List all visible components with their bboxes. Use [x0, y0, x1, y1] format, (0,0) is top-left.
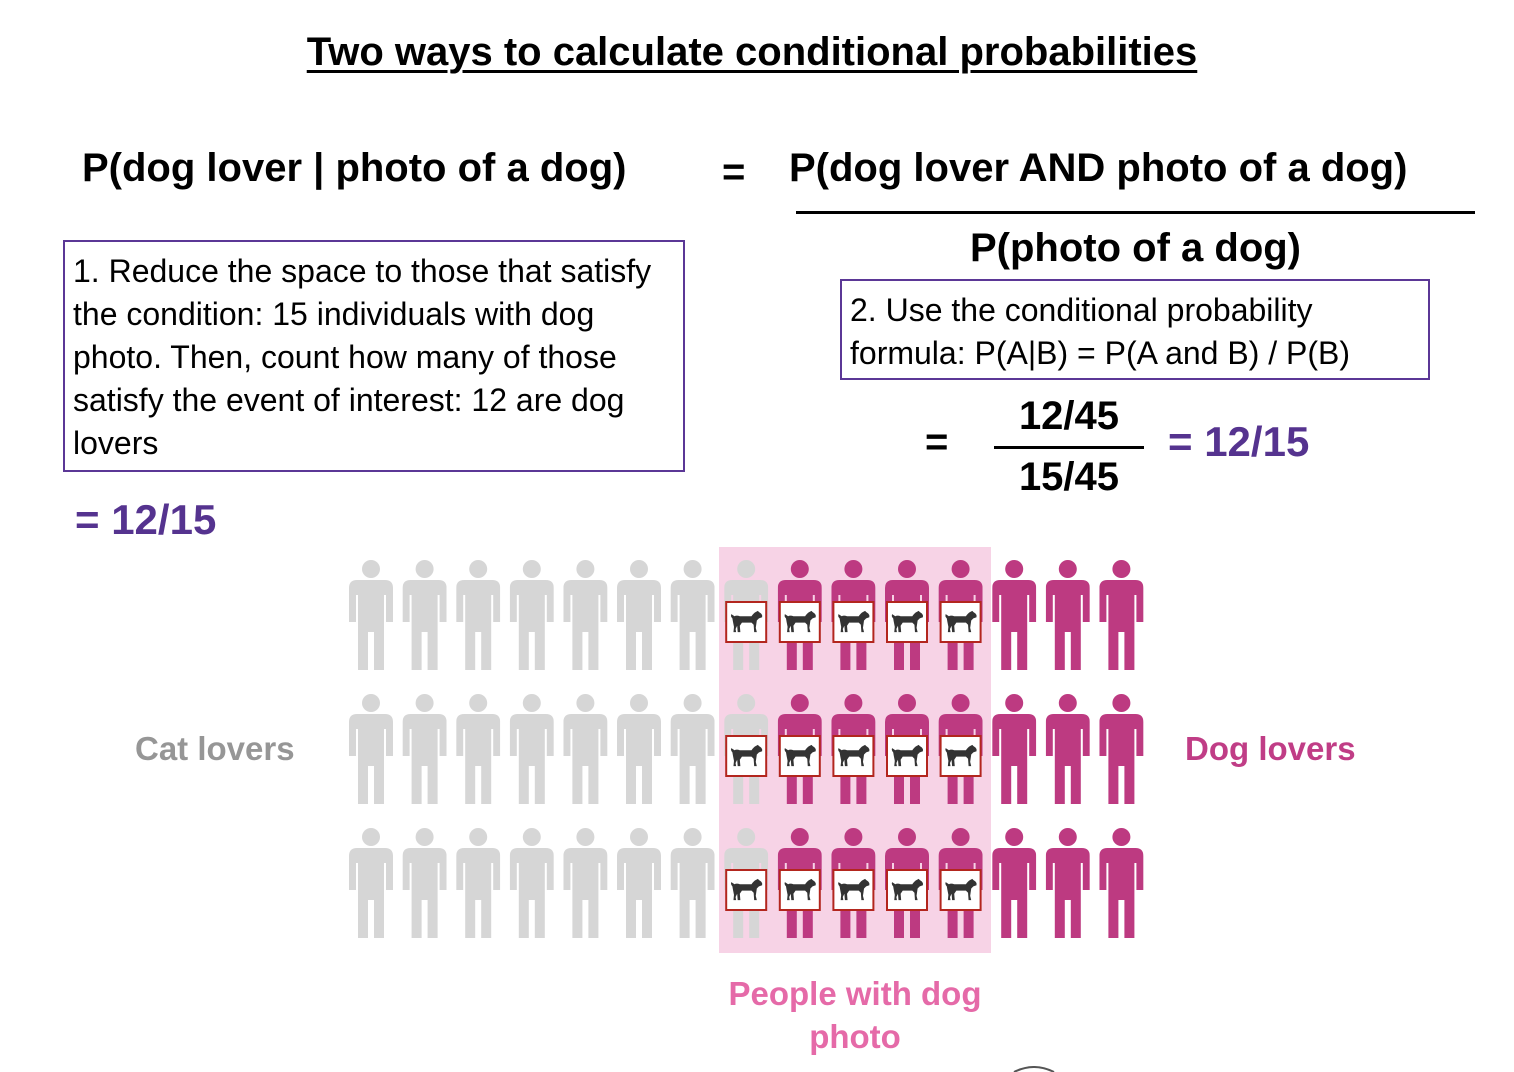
cat-lover-person — [563, 560, 608, 670]
dog-lover-person — [1099, 828, 1144, 938]
method2-result: = 12/15 — [1168, 418, 1310, 465]
method2-denominator: 15/45 — [1018, 455, 1120, 499]
cat-lover-person — [349, 694, 393, 804]
cat-lover-person — [402, 828, 447, 938]
dog-lover-person — [992, 694, 1037, 804]
cat-lover-person — [617, 694, 661, 804]
dog-photo-frame — [725, 869, 768, 911]
method2-numerator: 12/45 — [1018, 394, 1120, 438]
dog-lover-person — [1099, 694, 1144, 804]
cat-lover-person — [456, 560, 501, 670]
method2-equals: = — [925, 420, 949, 464]
cat-lover-person — [456, 828, 501, 938]
dog-lover-person — [992, 560, 1037, 670]
cat-lover-person — [349, 828, 393, 938]
dog-lover-person — [1045, 694, 1090, 804]
method2-box: 2. Use the conditional probability formu… — [840, 279, 1430, 380]
corner-arc-fragment — [1013, 1066, 1055, 1072]
page-title: Two ways to calculate conditional probab… — [306, 30, 1198, 74]
method2-fraction-bar — [994, 446, 1144, 449]
cat-lover-person — [349, 560, 393, 670]
cat-lover-person — [670, 560, 715, 670]
method1-box: 1. Reduce the space to those that satisf… — [63, 240, 685, 472]
cat-lover-person — [563, 694, 608, 804]
cat-lover-person — [402, 560, 447, 670]
formula-numerator: P(dog lover AND photo of a dog) — [789, 146, 1408, 190]
formula-equals: = — [722, 150, 746, 194]
cat-lover-person — [456, 694, 501, 804]
cat-lover-person — [509, 828, 554, 938]
cat-lover-person — [670, 694, 715, 804]
dog-lover-person — [992, 828, 1037, 938]
dog-lovers-label: Dog lovers — [1185, 730, 1356, 767]
dog-lover-person — [1099, 560, 1144, 670]
cat-lover-person — [509, 694, 554, 804]
cat-lovers-label: Cat lovers — [135, 730, 295, 767]
dog-lover-person — [1045, 560, 1090, 670]
cat-lover-person — [509, 560, 554, 670]
formula-lhs: P(dog lover | photo of a dog) — [82, 146, 627, 190]
cat-lover-person — [670, 828, 715, 938]
method1-result: = 12/15 — [75, 496, 217, 543]
fraction-bar — [796, 211, 1475, 214]
cat-lover-person — [402, 694, 447, 804]
dog-photo-label: People with dog photo — [728, 975, 982, 1055]
cat-lover-person — [617, 828, 661, 938]
cat-lover-person — [563, 828, 608, 938]
cat-lover-person — [617, 560, 661, 670]
dog-lover-person — [1045, 828, 1090, 938]
formula-denominator: P(photo of a dog) — [969, 226, 1301, 270]
